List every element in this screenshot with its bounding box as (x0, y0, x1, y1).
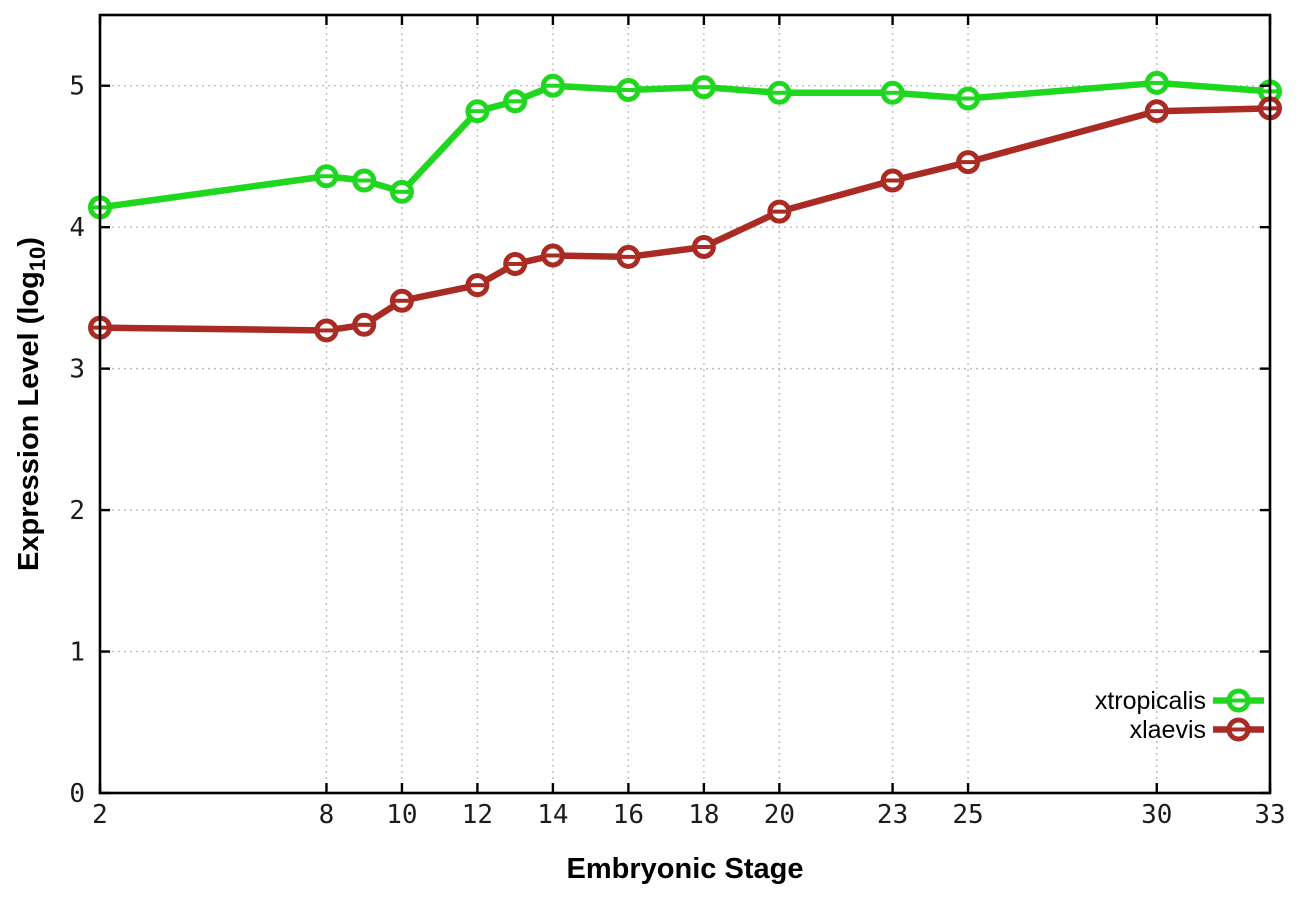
x-tick-label: 18 (688, 800, 719, 830)
y-axis-title-close: ) (13, 237, 45, 247)
y-tick-label: 2 (69, 496, 85, 526)
x-tick-label: 14 (537, 800, 568, 830)
y-tick-label: 0 (69, 779, 85, 809)
series-xtropicalis (88, 70, 1282, 220)
y-axis-title: Expression Level (log10) (13, 237, 50, 571)
series-layer (88, 70, 1282, 343)
series-line-xlaevis (96, 105, 1274, 334)
legend-marker-xlaevis (1213, 717, 1264, 742)
x-tick-label: 20 (764, 800, 795, 830)
legend-entry-xtropicalis: xtropicalis (1095, 687, 1264, 715)
grid-layer (99, 15, 1271, 794)
y-tick-label: 4 (69, 213, 85, 243)
x-tick-label: 16 (613, 800, 644, 830)
plot-border (98, 13, 1272, 795)
series-line-xtropicalis (96, 79, 1274, 211)
x-tick-label: 33 (1254, 800, 1285, 830)
y-tick-label: 3 (69, 355, 85, 385)
x-tick-label: 10 (386, 800, 417, 830)
legend-label-xlaevis: xlaevis (1130, 716, 1206, 744)
y-tick-label: 5 (69, 72, 85, 102)
x-axis-title: Embryonic Stage (567, 853, 804, 885)
legend: xtropicalis xlaevis (1095, 687, 1264, 744)
y-axis-title-subscript: 10 (25, 247, 50, 271)
x-tick-label: 8 (319, 800, 335, 830)
x-tick-label: 12 (462, 800, 493, 830)
legend-entry-xlaevis: xlaevis (1130, 716, 1264, 744)
legend-marker-xtropicalis (1213, 688, 1264, 713)
series-xlaevis (88, 96, 1282, 343)
x-tick-label: 2 (92, 800, 108, 830)
y-axis-title-text: Expression Level (log (13, 271, 45, 571)
tick-layer (98, 15, 1272, 795)
y-tick-label: 1 (69, 638, 85, 668)
x-tick-label: 30 (1141, 800, 1172, 830)
x-tick-label: 23 (877, 800, 908, 830)
legend-label-xtropicalis: xtropicalis (1095, 687, 1206, 715)
x-tick-label: 25 (952, 800, 983, 830)
